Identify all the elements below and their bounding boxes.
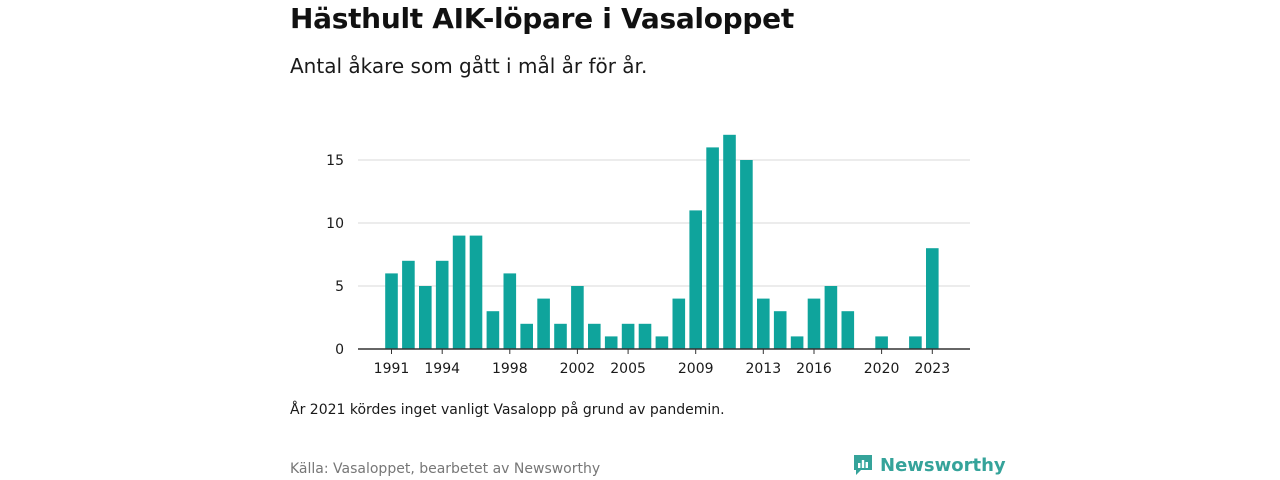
bar <box>588 323 601 349</box>
bar <box>621 323 635 349</box>
bar <box>689 210 702 349</box>
bar-chart: 0 5 10 15 1991 1994 1998 2002 2005 2009 2013 2016 20… <box>326 134 970 377</box>
bar <box>672 298 686 349</box>
chart-title: Hästhult AIK-löpare i Vasaloppet <box>290 2 794 35</box>
bar <box>604 336 618 349</box>
footnote: År 2021 kördes inget vanligt Vasalopp på… <box>290 402 725 418</box>
bar <box>554 323 567 349</box>
y-tick-label: 5 <box>335 279 344 295</box>
y-tick-label: 0 <box>335 342 344 358</box>
bar <box>773 311 787 349</box>
x-tick-label: 2020 <box>864 361 900 377</box>
source-text: Källa: Vasaloppet, bearbetet av Newswort… <box>290 461 601 477</box>
bar <box>435 260 449 349</box>
bar <box>655 336 669 349</box>
bar <box>926 248 939 349</box>
newsworthy-logo[interactable]: Newsworthy <box>852 453 1006 477</box>
y-tick-label: 15 <box>326 153 344 169</box>
bar <box>740 160 753 349</box>
x-tick-label: 1991 <box>374 361 410 377</box>
bar <box>790 336 804 349</box>
chart-subtitle: Antal åkare som gått i mål år för år. <box>290 54 648 78</box>
bar <box>909 336 922 349</box>
bar <box>520 323 533 349</box>
bar <box>469 235 483 349</box>
bar <box>875 336 888 349</box>
bar <box>486 311 500 349</box>
bar <box>757 298 770 349</box>
x-tick-label: 2023 <box>914 361 950 377</box>
bar <box>537 298 550 349</box>
brand-name: Newsworthy <box>880 454 1006 476</box>
x-tick-label: 2002 <box>560 361 596 377</box>
x-tick-label: 2013 <box>745 361 781 377</box>
x-tick-label: 1994 <box>424 361 460 377</box>
bar <box>723 134 736 349</box>
x-tick-label: 1998 <box>492 361 528 377</box>
x-tick-label: 2005 <box>610 361 646 377</box>
newsworthy-logo-icon <box>854 455 872 475</box>
bar <box>841 311 855 349</box>
y-tick-label: 10 <box>326 216 344 232</box>
x-tick-label: 2016 <box>796 361 832 377</box>
bar <box>503 273 517 349</box>
bar <box>419 286 432 349</box>
bar <box>807 298 821 349</box>
bar <box>824 286 838 349</box>
bar <box>638 323 652 349</box>
bar <box>571 286 584 349</box>
x-tick-label: 2009 <box>678 361 714 377</box>
bar <box>452 235 466 349</box>
bar <box>402 260 415 349</box>
bar <box>706 147 719 349</box>
bar <box>385 273 398 349</box>
